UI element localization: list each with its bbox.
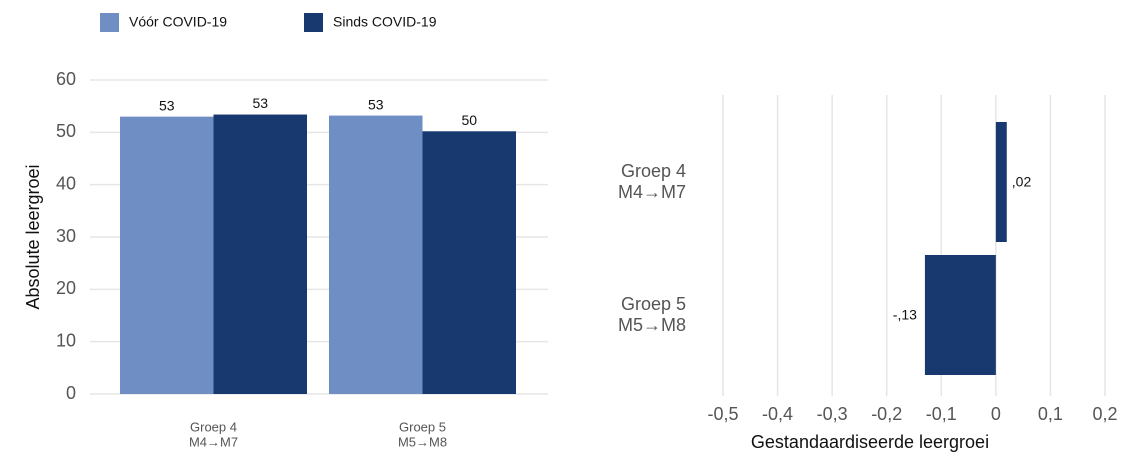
value-label: ,02 [1012, 174, 1032, 190]
bar [213, 114, 307, 394]
x-tick-label: M4→M7 [189, 434, 238, 449]
x-tick-label: -0,1 [926, 404, 957, 424]
y-tick-label: 40 [56, 173, 76, 193]
legend-swatch [100, 13, 119, 32]
x-tick-label: 0,2 [1092, 404, 1117, 424]
y-tick-label: 0 [66, 383, 76, 403]
y-tick-label: 60 [56, 69, 76, 89]
y-tick-label: Groep 4 [621, 161, 686, 181]
y-tick-label: 30 [56, 226, 76, 246]
value-label: 53 [252, 95, 268, 111]
value-label: 53 [159, 97, 175, 113]
bar [422, 131, 516, 394]
y-tick-label: 10 [56, 330, 76, 350]
value-label: 50 [461, 112, 477, 128]
bar [995, 122, 1007, 242]
y-tick-label: Groep 5 [621, 294, 686, 314]
legend-label: Vóór COVID-19 [129, 14, 227, 30]
x-tick-label: Groep 4 [190, 419, 237, 434]
x-tick-label: -0,3 [817, 404, 848, 424]
x-tick-label: -0,4 [762, 404, 793, 424]
x-tick-label: M5→M8 [398, 434, 447, 449]
x-tick-label: -0,2 [871, 404, 902, 424]
y-tick-label: M4→M7 [618, 182, 686, 202]
x-tick-label: 0 [991, 404, 1001, 424]
legend-swatch [304, 13, 323, 32]
x-tick-label: Groep 5 [399, 419, 446, 434]
legend-label: Sinds COVID-19 [333, 14, 437, 30]
x-tick-label: 0,1 [1038, 404, 1063, 424]
bar [120, 116, 214, 394]
y-tick-label: M5→M8 [618, 315, 686, 335]
x-tick-label: -0,5 [707, 404, 738, 424]
value-label: 53 [368, 96, 384, 112]
y-axis-title: Absolute leergroei [23, 164, 43, 309]
bar [329, 115, 423, 394]
bar [924, 255, 996, 375]
x-axis-title: Gestandaardiseerde leergroei [751, 432, 989, 452]
value-label: -,13 [893, 307, 917, 323]
y-tick-label: 50 [56, 121, 76, 141]
y-tick-label: 20 [56, 278, 76, 298]
